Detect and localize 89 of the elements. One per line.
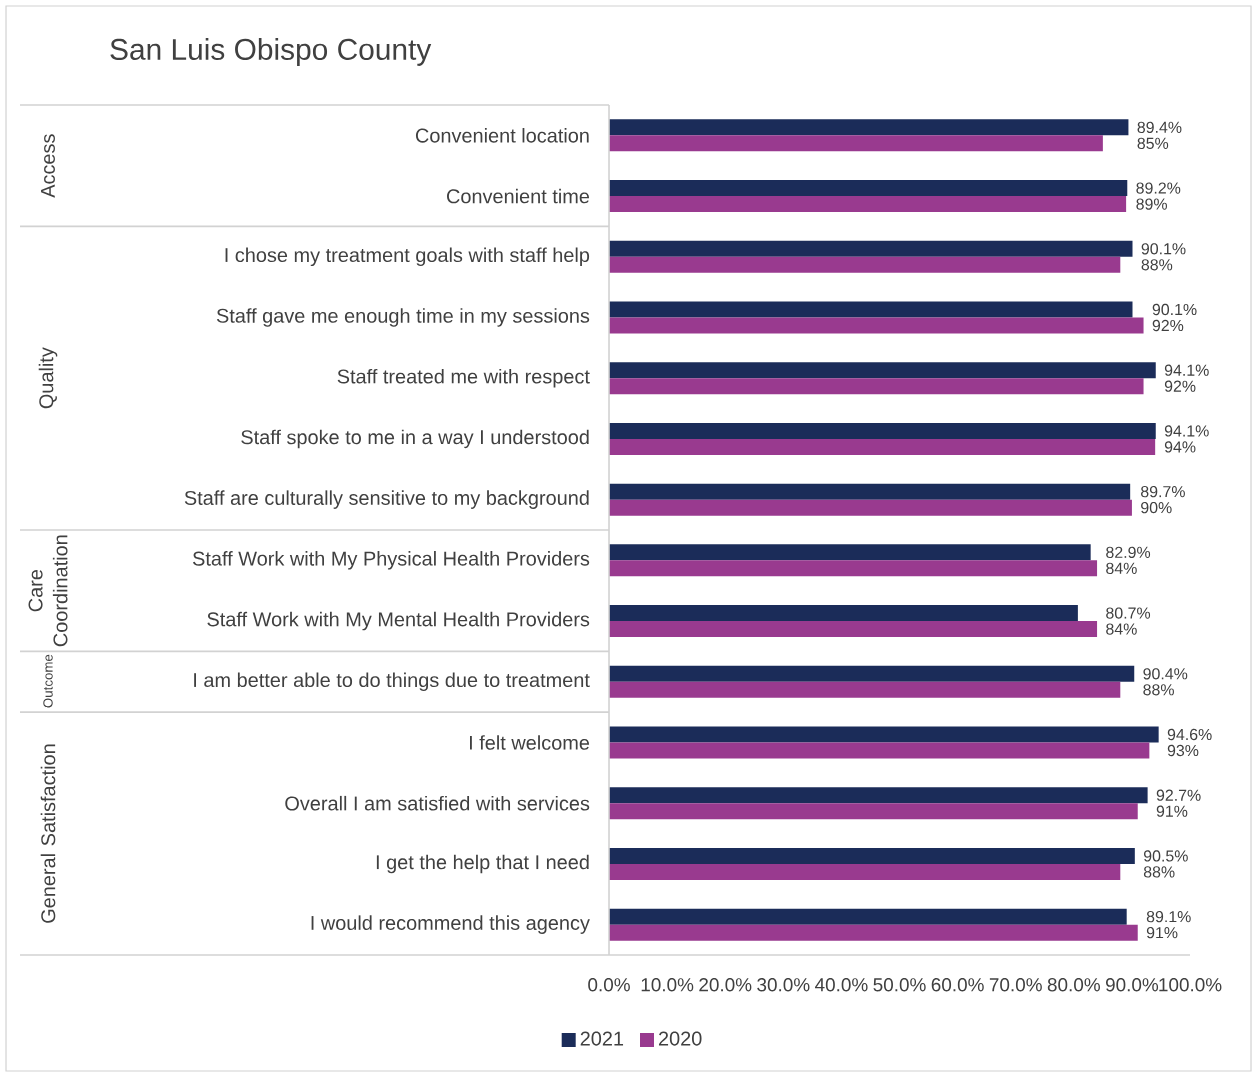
bar xyxy=(609,301,1133,318)
data-label: 84% xyxy=(1106,623,1137,635)
bar xyxy=(609,119,1129,136)
bar xyxy=(609,483,1131,500)
y-tick-label: I get the help that I need xyxy=(376,854,589,874)
bar xyxy=(609,665,1135,682)
data-label: 93% xyxy=(1167,744,1199,757)
bar xyxy=(609,544,1091,561)
bar xyxy=(609,787,1148,804)
bar xyxy=(609,605,1078,622)
bar xyxy=(609,560,1098,577)
x-tick-label: 30.0% xyxy=(757,978,810,992)
data-label: 80.7% xyxy=(1106,607,1151,619)
bar xyxy=(609,422,1156,439)
y-tick-label: I am better able to do things due to treatment xyxy=(194,672,590,692)
data-label: 92% xyxy=(1152,319,1184,332)
data-label: 89.4% xyxy=(1137,121,1182,133)
bar xyxy=(609,742,1150,759)
y-tick-label: Staff treated me with respect xyxy=(337,368,590,388)
text: Outcome xyxy=(43,654,53,708)
data-label: 88% xyxy=(1141,259,1173,271)
data-label: 90.4% xyxy=(1143,668,1188,680)
data-label: 88% xyxy=(1143,866,1175,878)
bar xyxy=(609,240,1133,257)
bar xyxy=(609,726,1159,743)
y-tick-label: I chose my treatment goals with staff help xyxy=(225,247,590,267)
y-tick-label: Convenient time xyxy=(446,188,590,204)
text: Quality xyxy=(38,347,58,409)
data-label: 89.7% xyxy=(1141,485,1185,498)
x-tick-label: 40.0% xyxy=(815,978,868,992)
bar xyxy=(609,847,1135,864)
text: General Satisfaction xyxy=(40,744,56,923)
data-label: 92.7% xyxy=(1156,789,1201,801)
data-label: 94% xyxy=(1164,441,1196,453)
legend-label: 2020 xyxy=(658,1031,702,1046)
y-tick-label: Staff spoke to me in a way I understood xyxy=(241,429,589,449)
x-tick-label: 50.0% xyxy=(873,978,926,992)
text: Access xyxy=(41,134,55,198)
data-label: 90% xyxy=(1141,501,1172,514)
data-label: 91% xyxy=(1146,927,1178,939)
data-label: 89.1% xyxy=(1146,911,1191,923)
x-tick-label: 0.0% xyxy=(588,978,630,992)
data-label: 89% xyxy=(1136,198,1167,210)
data-label: 92% xyxy=(1164,380,1196,392)
x-tick-label: 80.0% xyxy=(1047,978,1100,992)
legend-label: 2021 xyxy=(580,1031,624,1046)
x-tick-label: 20.0% xyxy=(699,978,752,992)
data-label: 90.5% xyxy=(1143,850,1188,862)
y-tick-label: Staff Work with My Physical Health Providers xyxy=(192,551,590,570)
data-label: 94.1% xyxy=(1164,425,1209,437)
bar xyxy=(609,621,1098,638)
bar xyxy=(609,681,1121,698)
bar xyxy=(609,924,1138,941)
bar xyxy=(609,196,1127,213)
y-tick-label: Staff Work with My Mental Health Providers xyxy=(207,611,590,631)
bar xyxy=(609,438,1156,455)
data-label: 88% xyxy=(1143,684,1174,696)
x-tick-label: 90.0% xyxy=(1105,978,1159,992)
y-tick-label: Staff are culturally sensitive to my background xyxy=(184,490,589,509)
data-label: 90.1% xyxy=(1152,303,1197,316)
bar xyxy=(609,908,1127,925)
y-tick-label: Overall I am satisfied with services xyxy=(285,795,590,811)
y-tick-label: I felt welcome xyxy=(470,735,590,750)
bar xyxy=(609,256,1121,273)
bar xyxy=(609,863,1121,880)
y-tick-label: Staff gave me enough time in my sessions xyxy=(216,308,590,327)
bar xyxy=(609,317,1144,334)
data-label: 84% xyxy=(1106,562,1137,574)
x-tick-label: 100.0% xyxy=(1159,978,1222,992)
y-tick-label: I would recommend this agency xyxy=(311,915,590,934)
bar xyxy=(609,378,1144,395)
text: Care Coordination xyxy=(28,535,68,647)
data-label: 91% xyxy=(1156,805,1188,817)
text: San Luis Obispo County xyxy=(110,38,432,66)
bar xyxy=(609,499,1132,516)
data-label: 89.2% xyxy=(1136,182,1181,194)
bar xyxy=(609,803,1138,820)
data-label: 94.1% xyxy=(1164,364,1209,376)
data-label: 90.1% xyxy=(1141,243,1186,255)
x-tick-label: 10.0% xyxy=(641,978,694,992)
y-tick-label: Convenient location xyxy=(415,128,589,143)
data-label: 82.9% xyxy=(1106,546,1151,558)
bar xyxy=(609,180,1128,197)
x-tick-label: 60.0% xyxy=(931,978,984,992)
x-tick-label: 70.0% xyxy=(989,978,1042,992)
bar xyxy=(609,135,1103,152)
data-label: 94.6% xyxy=(1167,728,1212,741)
bar xyxy=(609,362,1156,379)
data-label: 85% xyxy=(1137,137,1169,149)
